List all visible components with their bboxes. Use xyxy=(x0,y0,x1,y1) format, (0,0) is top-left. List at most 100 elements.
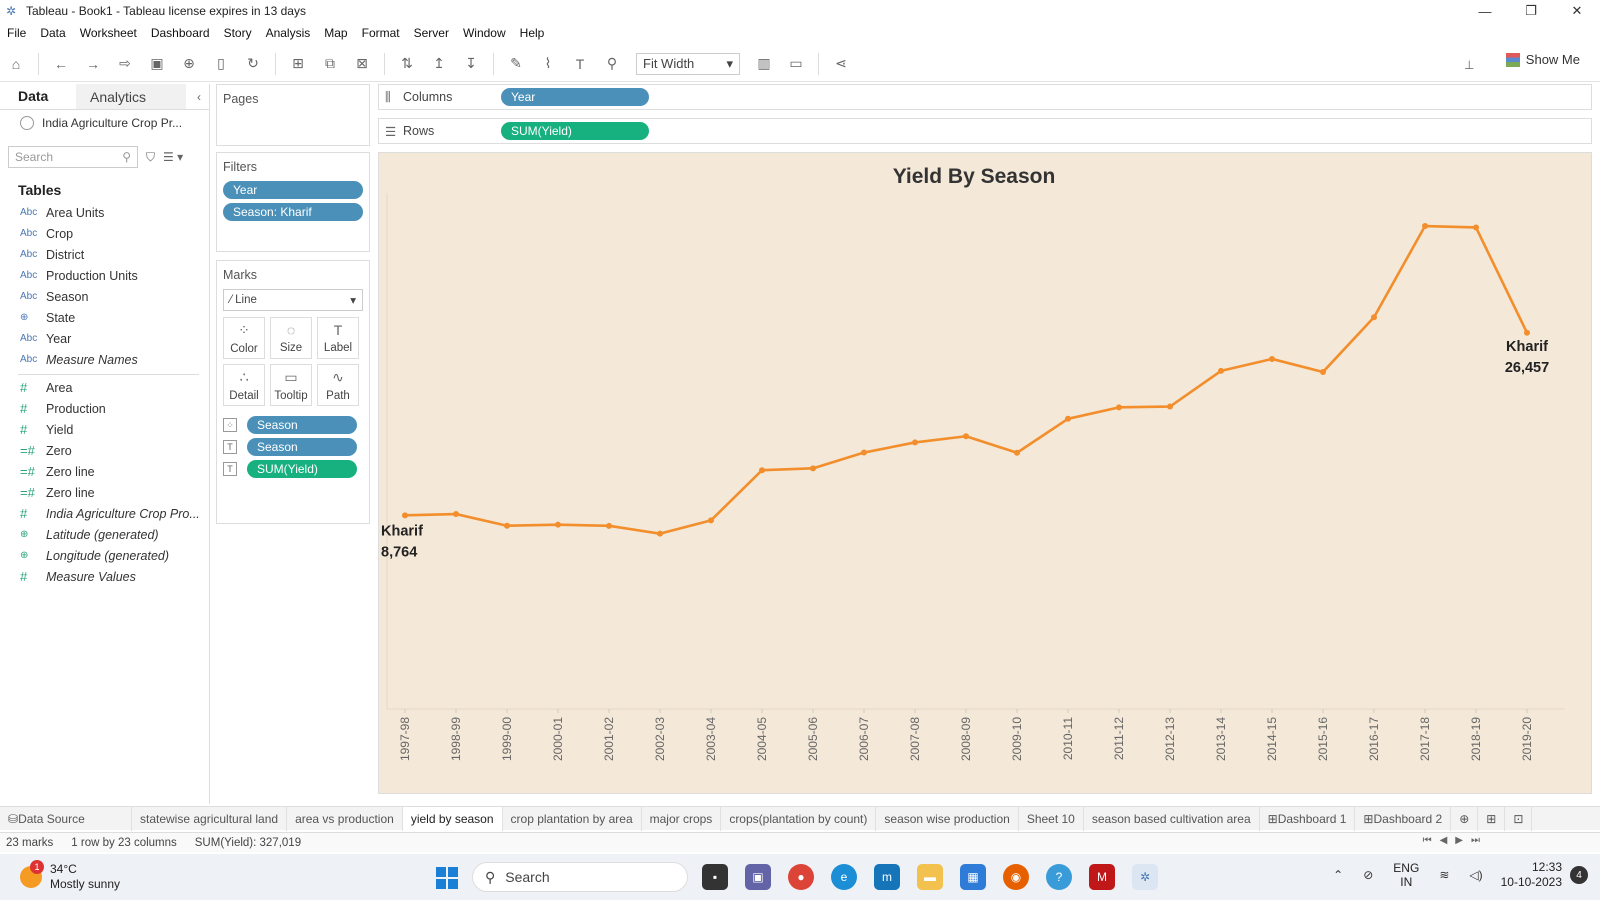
menu-window[interactable]: Window xyxy=(462,26,506,40)
field-area[interactable]: # Area xyxy=(0,377,209,398)
save-icon[interactable]: ▣ xyxy=(150,55,164,71)
sheet-tab[interactable]: major crops xyxy=(642,806,722,831)
show-cards-icon[interactable]: ▥ xyxy=(757,55,771,71)
sheet-tab[interactable]: Sheet 10 xyxy=(1019,806,1084,831)
filter-pill-season[interactable]: Season: Kharif xyxy=(223,203,363,221)
menu-server[interactable]: Server xyxy=(413,26,449,40)
field-zero-line[interactable]: =# Zero line xyxy=(0,482,209,503)
presentation-mode-icon[interactable]: ▭ xyxy=(789,55,803,71)
tooltip-button[interactable]: ▭ Tooltip xyxy=(270,364,312,406)
help-icon[interactable]: ? xyxy=(1046,864,1072,890)
field-year[interactable]: Abc Year xyxy=(0,328,209,349)
tab-data[interactable]: Data xyxy=(0,84,76,109)
new-worksheet-icon[interactable]: ⊞ xyxy=(292,55,304,71)
sheet-tab[interactable]: ⊞ Dashboard 2 xyxy=(1355,806,1452,831)
label-button[interactable]: T Label xyxy=(317,317,359,359)
language-indicator[interactable]: ENG IN xyxy=(1393,861,1419,889)
mcafee-icon[interactable]: M xyxy=(1089,864,1115,890)
swap-rows-columns-icon[interactable]: ⇅ xyxy=(401,55,413,71)
teams-icon[interactable]: ▣ xyxy=(745,864,771,890)
menu-story[interactable]: Story xyxy=(223,26,252,40)
sheet-tab[interactable]: statewise agricultural land xyxy=(132,806,288,831)
sheet-tab[interactable]: crop plantation by area xyxy=(503,806,642,831)
color-button[interactable]: ⁘ Color xyxy=(223,317,265,359)
pause-updates-icon[interactable]: ▯ xyxy=(217,55,225,71)
sort-ascending-icon[interactable]: ↥ xyxy=(433,55,445,71)
store-icon[interactable]: ▦ xyxy=(960,864,986,890)
fit-dropdown[interactable]: Fit Width ▾ xyxy=(636,52,740,75)
chevron-up-icon[interactable]: ⌃ xyxy=(1333,868,1344,882)
restore-button[interactable]: ❐ xyxy=(1525,3,1537,18)
highlight-icon[interactable]: ✎ xyxy=(510,55,522,71)
menu-file[interactable]: File xyxy=(7,26,27,40)
field-measure-values[interactable]: # Measure Values xyxy=(0,566,209,587)
line-chart[interactable]: Yield By Season 1997-98 1998-99 1999-00 2000… xyxy=(379,153,1593,795)
field-zero[interactable]: =# Zero xyxy=(0,440,209,461)
sort-descending-icon[interactable]: ↧ xyxy=(465,55,477,71)
field-production[interactable]: # Production xyxy=(0,398,209,419)
field-measure-names[interactable]: Abc Measure Names xyxy=(0,349,209,370)
filter-pill-year[interactable]: Year xyxy=(223,181,363,199)
mysql-icon[interactable]: m xyxy=(874,864,900,890)
sheet-tab[interactable]: yield by season xyxy=(402,806,503,831)
undo-icon[interactable]: ← xyxy=(54,55,68,72)
field-india-agriculture-crop-pro[interactable]: # India Agriculture Crop Pro... xyxy=(0,503,209,524)
sheet-tab[interactable]: ⛁ Data Source xyxy=(0,806,132,831)
new-dashboard-icon[interactable]: ⊞ xyxy=(1478,806,1506,831)
menu-dashboard[interactable]: Dashboard xyxy=(150,26,210,40)
field-zero-line[interactable]: =# Zero line xyxy=(0,461,209,482)
path-button[interactable]: ∿ Path xyxy=(317,364,359,406)
size-button[interactable]: ◌ Size xyxy=(270,317,312,359)
new-datasource-icon[interactable]: ⊕ xyxy=(183,55,195,71)
group-icon[interactable]: ⌇ xyxy=(544,55,552,71)
field-area-units[interactable]: Abc Area Units xyxy=(0,202,209,223)
refresh-icon[interactable]: ↻ xyxy=(247,55,259,71)
duplicate-sheet-icon[interactable]: ⧉ xyxy=(325,55,335,71)
menu-data[interactable]: Data xyxy=(40,26,66,40)
rows-pill-sum-yield[interactable]: SUM(Yield) xyxy=(501,122,649,140)
field-district[interactable]: Abc District xyxy=(0,244,209,265)
new-worksheet-icon[interactable]: ⊕ xyxy=(1451,806,1479,831)
menu-help[interactable]: Help xyxy=(519,26,545,40)
wifi-icon[interactable]: ≋ xyxy=(1439,868,1450,882)
home-icon[interactable]: ⌂ xyxy=(11,55,21,72)
pages-card[interactable]: Pages xyxy=(216,84,370,146)
menu-format[interactable]: Format xyxy=(361,26,400,40)
collapse-pane-icon[interactable]: ‹ xyxy=(197,89,201,104)
menu-map[interactable]: Map xyxy=(324,26,348,40)
chrome-icon[interactable]: ● xyxy=(788,864,814,890)
weather-widget[interactable]: 1 34°C Mostly sunny xyxy=(20,860,120,892)
cloud-offline-icon[interactable]: ⊘ xyxy=(1363,868,1374,882)
close-button[interactable]: ✕ xyxy=(1571,3,1583,18)
field-state[interactable]: ⊕ State xyxy=(0,307,209,328)
menu-analysis[interactable]: Analysis xyxy=(265,26,311,40)
replay-icon[interactable]: ⇨ xyxy=(119,55,131,71)
show-me-button[interactable]: Show Me xyxy=(1505,52,1580,67)
firefox-icon[interactable]: ◉ xyxy=(1003,864,1029,890)
volume-icon[interactable]: ◁) xyxy=(1469,868,1483,882)
field-production-units[interactable]: Abc Production Units xyxy=(0,265,209,286)
columns-pill-year[interactable]: Year xyxy=(501,88,649,106)
field-season[interactable]: Abc Season xyxy=(0,286,209,307)
field-longitude-generated[interactable]: ⊕ Longitude (generated) xyxy=(0,545,209,566)
columns-shelf[interactable]: ⫼ Columns Year xyxy=(378,84,1592,110)
edge-icon[interactable]: e xyxy=(831,864,857,890)
mark-type-dropdown[interactable]: ⁄ Line ▾ xyxy=(223,289,363,311)
rows-shelf[interactable]: ☰ Rows SUM(Yield) xyxy=(378,118,1592,144)
notification-badge[interactable]: 4 xyxy=(1570,866,1588,884)
pin-axes-icon[interactable]: ⚲ xyxy=(606,55,618,71)
sheet-navigation-icon[interactable]: ⏮◀▶⏭ xyxy=(1422,835,1488,846)
field-crop[interactable]: Abc Crop xyxy=(0,223,209,244)
minimize-button[interactable]: — xyxy=(1478,3,1492,19)
sheet-tab[interactable]: crops(plantation by count) xyxy=(721,806,877,831)
view-options-icon[interactable]: ☰ ▾ xyxy=(163,150,184,164)
sheet-tab[interactable]: ⊞ Dashboard 1 xyxy=(1260,806,1356,831)
mark-field-pill[interactable]: Season xyxy=(247,438,357,456)
search-input[interactable]: Search ⚲ xyxy=(8,146,138,168)
mark-field-pill[interactable]: Season xyxy=(247,416,357,434)
show-labels-icon[interactable]: T xyxy=(575,55,585,72)
share-icon[interactable]: ⋖ xyxy=(835,55,847,71)
sheet-tab[interactable]: area vs production xyxy=(287,806,403,831)
new-story-icon[interactable]: ⊡ xyxy=(1505,806,1533,831)
filters-card[interactable]: Filters Year Season: Kharif xyxy=(216,152,370,252)
